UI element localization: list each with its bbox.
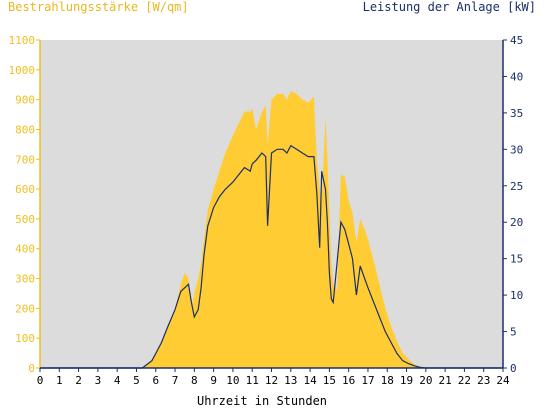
left-tick-label: 700 [15, 153, 35, 166]
x-tick-label: 1 [56, 374, 63, 387]
x-tick-label: 23 [477, 374, 490, 387]
left-tick-label: 300 [15, 273, 35, 286]
left-tick-label: 400 [15, 243, 35, 256]
x-tick-label: 19 [400, 374, 413, 387]
right-tick-label: 0 [510, 362, 517, 375]
left-tick-label: 200 [15, 302, 35, 315]
left-tick-label: 500 [15, 213, 35, 226]
x-tick-label: 12 [265, 374, 278, 387]
x-tick-label: 16 [342, 374, 355, 387]
irradiance-area-series [40, 90, 503, 368]
x-tick-label: 15 [323, 374, 336, 387]
x-tick-label: 14 [303, 374, 317, 387]
x-tick-label: 5 [133, 374, 140, 387]
x-tick-label: 9 [210, 374, 217, 387]
x-tick-label: 21 [439, 374, 452, 387]
right-axis-title: Leistung der Anlage [kW] [363, 0, 536, 14]
left-tick-label: 600 [15, 183, 35, 196]
right-tick-label: 35 [510, 107, 523, 120]
x-tick-label: 4 [114, 374, 121, 387]
right-tick-label: 5 [510, 326, 517, 339]
right-tick-label: 20 [510, 216, 523, 229]
x-tick-label: 6 [152, 374, 159, 387]
left-axis-title: Bestrahlungsstärke [W/qm] [8, 0, 189, 14]
left-tick-label: 0 [28, 362, 35, 375]
x-tick-label: 3 [95, 374, 102, 387]
right-tick-label: 10 [510, 289, 523, 302]
right-tick-label: 40 [510, 70, 523, 83]
x-tick-label: 17 [361, 374, 374, 387]
x-tick-label: 7 [172, 374, 179, 387]
x-tick-label: 10 [226, 374, 239, 387]
x-tick-label: 0 [37, 374, 44, 387]
left-tick-label: 900 [15, 94, 35, 107]
x-axis-label: Uhrzeit in Stunden [197, 394, 327, 408]
x-tick-label: 13 [284, 374, 297, 387]
x-tick-label: 11 [246, 374, 259, 387]
x-tick-label: 8 [191, 374, 198, 387]
right-axis-ticks: 0 5 10 15 20 25 30 35 40 45 [503, 34, 523, 375]
right-tick-label: 30 [510, 143, 523, 156]
x-tick-label: 20 [419, 374, 432, 387]
left-tick-label: 1000 [9, 64, 36, 77]
right-tick-label: 15 [510, 253, 523, 266]
left-tick-label: 100 [15, 332, 35, 345]
right-tick-label: 25 [510, 180, 523, 193]
power-line-series [40, 144, 503, 369]
x-tick-label: 2 [75, 374, 82, 387]
x-tick-label: 24 [496, 374, 510, 387]
x-tick-label: 22 [458, 374, 471, 387]
x-axis-ticks: 0 1 2 3 4 5 6 7 8 9 10 11 12 13 14 15 16 17 18 19 20 21 22 23 24 [37, 368, 510, 387]
x-tick-label: 18 [381, 374, 394, 387]
right-tick-label: 45 [510, 34, 523, 47]
left-axis-ticks: 0 100 200 300 400 500 600 700 800 900 1000 1100 [9, 34, 40, 375]
left-tick-label: 1100 [9, 34, 36, 47]
left-tick-label: 800 [15, 123, 35, 136]
